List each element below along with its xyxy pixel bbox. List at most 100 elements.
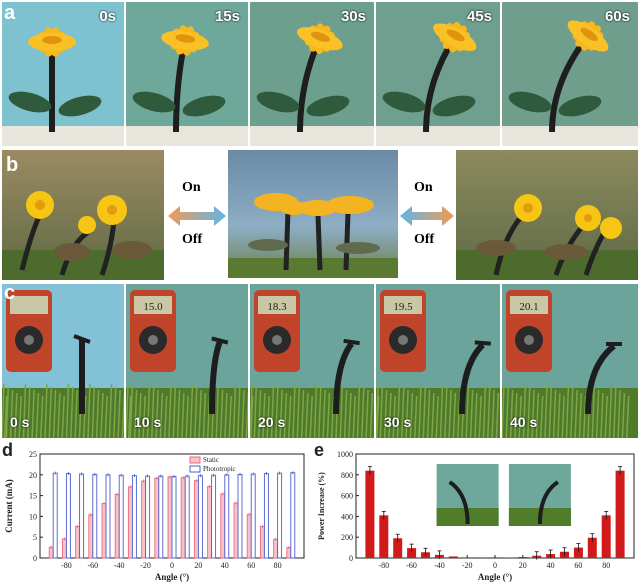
bar-static: [220, 493, 226, 559]
panel-b-letter: b: [6, 154, 19, 176]
multimeter-stem-image: [2, 290, 124, 438]
inset-bent-left-image: [436, 464, 499, 526]
bar-static: [61, 538, 67, 559]
bar-phototropic: [145, 475, 151, 559]
x-tick-label: -40: [434, 561, 445, 570]
y-tick-label: 1000: [337, 450, 353, 459]
bar-static: [127, 486, 133, 559]
panel-a-frame: 60s: [502, 2, 638, 146]
x-tick-label: 20: [519, 561, 527, 570]
bar-static: [207, 485, 213, 559]
multimeter-reading: 18.3: [267, 301, 287, 313]
flower-image: [376, 22, 500, 146]
flowers-bent-left-image: [2, 191, 164, 280]
flowers-bent-right-image: [456, 194, 638, 280]
bar-power-increase: [573, 547, 583, 558]
y-tick-label: 5: [33, 533, 37, 542]
bar-static: [259, 525, 265, 559]
bar-power-increase: [407, 548, 417, 558]
bar-phototropic: [158, 475, 164, 559]
multimeter-stem-image: 19.5: [376, 290, 500, 438]
bar-phototropic: [131, 475, 137, 559]
bar-phototropic: [92, 473, 98, 559]
multimeter-stem-image: 20.1: [502, 290, 638, 438]
x-tick-label: -40: [114, 561, 125, 570]
x-tick-label: 40: [547, 561, 555, 570]
bar-power-increase: [379, 515, 389, 558]
panel-c-frame: 19.5 30 s: [376, 284, 500, 438]
panel-a-frame: 30s: [250, 2, 374, 146]
bar-phototropic: [79, 473, 85, 559]
bar-static: [154, 477, 160, 559]
x-axis-label: Angle (°): [155, 572, 189, 582]
panel-a-frame: 45s: [376, 2, 500, 146]
bar-power-increase: [462, 557, 472, 558]
bar-static: [193, 480, 199, 559]
bar-phototropic: [263, 473, 269, 559]
y-tick-label: 15: [29, 492, 37, 501]
y-tick-label: 800: [341, 471, 353, 480]
x-tick-label: -80: [378, 561, 389, 570]
bar-power-increase: [615, 470, 625, 558]
bar-power-increase: [587, 537, 597, 558]
bar-static: [233, 502, 239, 559]
panel-a-letter: a: [4, 2, 16, 24]
chart-e: 0 200 400 600 800 1000 -80 -60 -40 -20 0 20 40 60 80 An…: [317, 450, 635, 582]
panel-b-left-photo: [2, 150, 164, 280]
flower-image: [126, 25, 248, 146]
bar-static: [75, 525, 81, 559]
frame-time-label: 15s: [214, 8, 240, 25]
panel-b-center-photo: [228, 150, 398, 278]
x-tick-label: 80: [602, 561, 610, 570]
arrow-group-right: On Off: [398, 180, 456, 260]
multimeter-reading: 20.1: [519, 301, 538, 313]
arrow-group-left: On Off: [166, 180, 228, 260]
bar-phototropic: [277, 472, 283, 559]
y-tick-label: 0: [33, 554, 37, 563]
bar-phototropic: [118, 474, 124, 559]
frame-time-label: 10 s: [134, 414, 162, 430]
arrow-right-on-label: On: [414, 180, 433, 195]
bar-static: [48, 546, 54, 559]
panel-c-frame: 15.0 10 s: [126, 284, 248, 438]
frame-time-label: 0 s: [10, 414, 30, 430]
bar-static: [180, 477, 186, 559]
multimeter-reading: 15.0: [143, 301, 163, 313]
chart-e-plot: 0 200 400 600 800 1000 -80 -60 -40 -20 0 20 40 60 80 An…: [317, 450, 635, 582]
bar-static: [114, 493, 120, 559]
inset-bent-right-image: [508, 464, 571, 526]
flower-image: [502, 20, 638, 146]
bar-phototropic: [250, 473, 256, 559]
frame-time-label: 60s: [604, 8, 630, 25]
legend-swatch: [189, 456, 201, 464]
chart-d: 0 5 10 15 20 25 -80 -60 -40 -20 0 20 40 60 80 Angle (°)…: [4, 450, 305, 582]
x-tick-label: 80: [274, 561, 282, 570]
bar-power-increase: [601, 515, 611, 558]
multimeter-reading: 19.5: [393, 301, 413, 313]
x-tick-label: -60: [87, 561, 98, 570]
x-tick-label: 40: [221, 561, 229, 570]
frame-time-label: 40 s: [510, 414, 538, 430]
y-tick-label: 20: [29, 471, 37, 480]
legend-swatch: [189, 465, 201, 473]
bar-static: [246, 513, 252, 559]
x-tick-label: 0: [493, 561, 497, 570]
x-tick-label: -60: [406, 561, 417, 570]
bar-phototropic: [197, 475, 203, 559]
bar-power-increase: [518, 556, 528, 558]
frame-time-label: 30 s: [384, 414, 412, 430]
bar-phototropic: [65, 473, 71, 559]
x-tick-label: 0: [170, 561, 174, 570]
double-arrow-icon: [400, 206, 454, 226]
x-tick-label: -80: [61, 561, 72, 570]
multimeter-stem-image: 15.0: [126, 290, 248, 438]
panel-d-letter: d: [2, 440, 13, 460]
flower-image: [250, 23, 374, 146]
bar-power-increase: [448, 556, 458, 558]
frame-time-label: 45s: [466, 8, 492, 25]
frame-time-label: 30s: [340, 8, 366, 25]
bar-phototropic: [290, 472, 296, 559]
x-tick-label: -20: [462, 561, 473, 570]
x-axis-label: Angle (°): [478, 572, 512, 582]
arrow-left-on-label: On: [182, 180, 201, 195]
